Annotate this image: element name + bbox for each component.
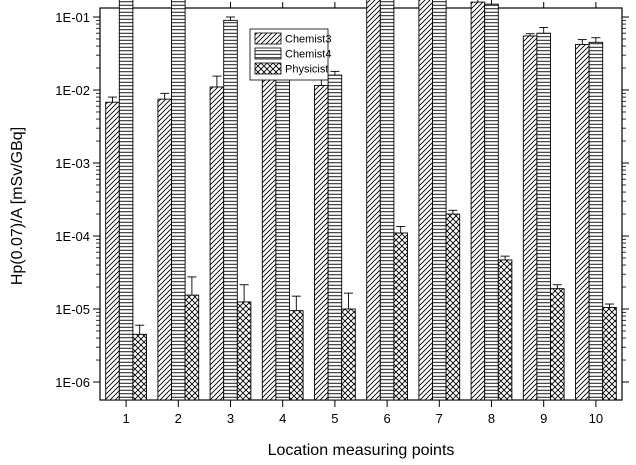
bar-physicist (497, 259, 513, 401)
x-tick-label: 9 (540, 411, 547, 426)
legend: Chemist3 Chemist4 Physicist (249, 28, 331, 81)
bar-chemist4 (223, 19, 238, 401)
bar-chemist3 (366, 0, 381, 401)
bar-chemist4 (379, 0, 395, 401)
bar-chemist4 (118, 0, 134, 401)
plot-frame (99, 7, 623, 401)
legend-label: Physicist (285, 64, 328, 76)
bar-physicist (445, 213, 461, 401)
bar-chemist4 (484, 3, 499, 401)
bar-chemist3 (157, 98, 172, 401)
bar-physicist (341, 308, 356, 401)
bar-chemist3 (470, 1, 486, 401)
y-tick-label: 1E-06 (55, 375, 90, 390)
legend-swatch (254, 47, 282, 60)
x-tick-label: 1 (122, 411, 129, 426)
x-tick-label: 10 (589, 411, 603, 426)
legend-label: Chemist3 (285, 34, 331, 46)
bar-chemist4 (275, 52, 290, 401)
x-tick-label: 7 (436, 411, 443, 426)
y-tick-label: 1E-03 (55, 156, 90, 171)
x-tick-label: 8 (488, 411, 495, 426)
bar-chemist4 (536, 32, 551, 401)
bar-physicist (289, 310, 304, 401)
bar-chemist4 (171, 0, 186, 401)
bar-chemist3 (314, 85, 329, 401)
x-tick-label: 3 (227, 411, 234, 426)
y-axis-title: Hp(0.07)/A [mSv/GBq] (9, 127, 26, 285)
bar-chemist3 (105, 101, 120, 401)
bar-chemist3 (261, 78, 277, 401)
y-tick-label: 1E-02 (55, 83, 90, 98)
y-axis-ticks: 1E-06 1E-05 1E-04 1E-03 1E-02 1E-01 (55, 10, 629, 390)
legend-swatch (254, 62, 282, 75)
bars (105, 0, 617, 401)
bar-physicist (184, 294, 200, 401)
bar-physicist (602, 307, 617, 401)
legend-label: Chemist4 (285, 49, 331, 61)
bar-physicist (550, 288, 565, 401)
bar-chemist3 (522, 35, 538, 401)
x-tick-label: 4 (279, 411, 286, 426)
bar-physicist (132, 333, 147, 401)
bar-chemist3 (418, 0, 433, 401)
x-tick-label: 6 (383, 411, 390, 426)
bar-physicist (236, 301, 252, 401)
bar-chemist3 (575, 44, 590, 401)
y-tick-label: 1E-05 (55, 302, 90, 317)
bar-physicist (393, 232, 408, 401)
bar-chemist4 (432, 0, 447, 401)
legend-swatch (254, 32, 282, 45)
x-tick-label: 2 (175, 411, 182, 426)
bar-chemist4 (588, 41, 604, 401)
bar-chemist4 (327, 74, 343, 401)
bar-chemist3 (209, 86, 225, 401)
x-tick-label: 5 (331, 411, 338, 426)
x-axis-title: Location measuring points (268, 442, 455, 459)
y-tick-label: 1E-04 (55, 229, 90, 244)
y-tick-label: 1E-01 (55, 10, 90, 25)
